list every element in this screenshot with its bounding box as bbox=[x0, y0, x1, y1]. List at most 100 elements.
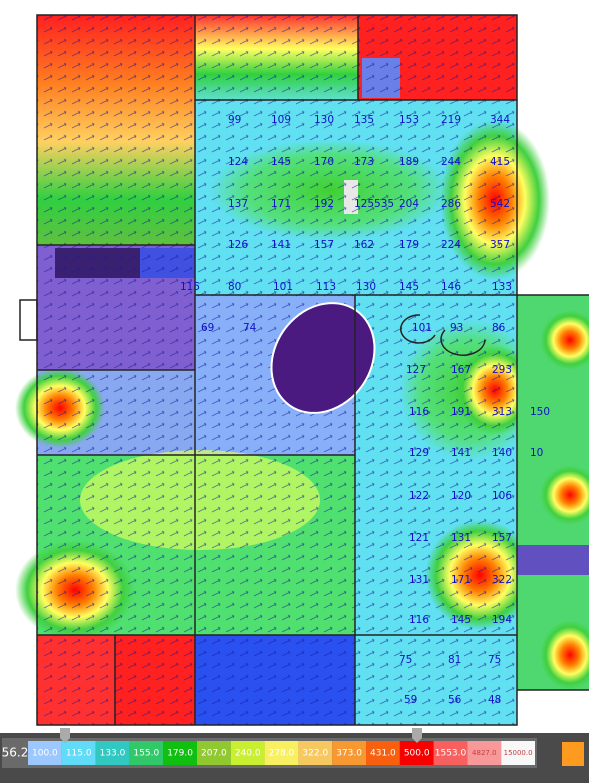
legend-min: 56.2 bbox=[2, 746, 29, 760]
illuminance-value: 101 bbox=[273, 281, 293, 293]
legend-cells: 100.0 115.0 133.0 155.0 179.0 207.0 240.0 278.0… bbox=[28, 741, 535, 765]
legend-label: 207.0 bbox=[201, 749, 227, 759]
illuminance-value: 191 bbox=[451, 406, 471, 418]
illuminance-value: 344 bbox=[490, 114, 510, 126]
illuminance-value: 171 bbox=[451, 574, 471, 586]
legend-cell bbox=[501, 741, 535, 765]
legend-cell bbox=[197, 741, 231, 765]
annex-room bbox=[517, 545, 589, 575]
slider[interactable] bbox=[412, 728, 422, 743]
legend-cell bbox=[298, 741, 333, 765]
illuminance-value: 170 bbox=[314, 156, 334, 168]
illuminance-value: 179 bbox=[399, 239, 419, 251]
illuminance-value: 189 bbox=[399, 156, 419, 168]
illuminance-value: 542 bbox=[490, 198, 510, 210]
illuminance-value: 115 bbox=[180, 281, 200, 293]
illuminance-value: 157 bbox=[314, 239, 334, 251]
illuminance-value: 116 bbox=[409, 406, 429, 418]
illuminance-value: 137 bbox=[228, 198, 248, 210]
illuminance-value: 74 bbox=[243, 322, 257, 334]
legend-label: 373.0 bbox=[336, 749, 362, 759]
illuminance-value: 80 bbox=[228, 281, 241, 293]
legend-cell bbox=[61, 741, 96, 765]
legend-label: 115.0 bbox=[66, 749, 92, 759]
illuminance-value: 129 bbox=[409, 447, 429, 459]
illuminance-value: 113 bbox=[316, 281, 336, 293]
illuminance-value: 140 bbox=[492, 447, 512, 459]
illuminance-value: 146 bbox=[441, 281, 461, 293]
illuminance-value: 145 bbox=[271, 156, 291, 168]
legend-label: 4827.0 bbox=[472, 749, 497, 757]
legend-bar: 56.2 100.0 115.0 133.0 155.0 179.0 207.0 240.0… bbox=[0, 728, 589, 783]
illuminance-value: 130 bbox=[314, 114, 334, 126]
illuminance-value: 313 bbox=[492, 406, 512, 418]
illuminance-value: 124 bbox=[228, 156, 248, 168]
color-button[interactable] bbox=[562, 742, 584, 766]
illuminance-value: 130 bbox=[356, 281, 376, 293]
legend-cell bbox=[366, 741, 400, 765]
illuminance-value: 145 bbox=[451, 614, 471, 626]
illuminance-value: 286 bbox=[441, 198, 461, 210]
illuminance-value: 162 bbox=[354, 239, 374, 251]
walls bbox=[19, 14, 589, 726]
legend-cell bbox=[163, 741, 197, 765]
illuminance-value: 204 bbox=[399, 198, 419, 210]
illuminance-value: 167 bbox=[451, 364, 471, 376]
legend-label: 278.0 bbox=[269, 749, 295, 759]
illuminance-value: 194 bbox=[492, 614, 512, 626]
atrium bbox=[270, 302, 376, 414]
illuminance-value: 59 bbox=[404, 694, 417, 706]
legend-cell bbox=[129, 741, 164, 765]
illuminance-value: 153 bbox=[399, 114, 419, 126]
curves bbox=[400, 314, 486, 356]
illuminance-value: 93 bbox=[450, 322, 463, 334]
illuminance-value: 171 bbox=[271, 198, 291, 210]
illuminance-value: 322 bbox=[492, 574, 512, 586]
hot-area bbox=[540, 310, 589, 370]
illuminance-value: 48 bbox=[488, 694, 501, 706]
illuminance-value: 69 bbox=[201, 322, 214, 334]
illuminance-value: 10 bbox=[530, 447, 543, 459]
illuminance-value: 141 bbox=[271, 239, 291, 251]
illuminance-value: 135 bbox=[354, 114, 374, 126]
illuminance-value: 75 bbox=[488, 654, 501, 666]
illuminance-value: 192 bbox=[314, 198, 334, 210]
illuminance-value: 120 bbox=[451, 490, 471, 502]
slider[interactable] bbox=[60, 728, 70, 743]
illuminance-value: 75 bbox=[399, 654, 412, 666]
illuminance-value: 145 bbox=[399, 281, 419, 293]
illuminance-value: 141 bbox=[451, 447, 471, 459]
illuminance-value: 116 bbox=[409, 614, 429, 626]
legend-label: 322.0 bbox=[302, 749, 328, 759]
illuminance-labels: 99 109 130 135 153 219 344 124 145 170 173 189 244 41… bbox=[180, 114, 550, 706]
legend-label: 155.0 bbox=[133, 749, 159, 759]
illuminance-value: 109 bbox=[271, 114, 291, 126]
legend-label: 500.0 bbox=[404, 749, 430, 759]
legend-cell bbox=[332, 741, 366, 765]
legend-cell bbox=[28, 741, 62, 765]
floor-plan bbox=[15, 14, 589, 726]
legend-label: 15000.0 bbox=[504, 749, 533, 757]
illuminance-value: 224 bbox=[441, 239, 461, 251]
illuminance-value: 127 bbox=[406, 364, 426, 376]
illuminance-value: 86 bbox=[492, 322, 506, 334]
illuminance-value: 81 bbox=[448, 654, 461, 666]
illuminance-value: 219 bbox=[441, 114, 461, 126]
hot-area bbox=[540, 620, 589, 690]
legend-label: 431.0 bbox=[370, 749, 396, 759]
legend-cell bbox=[95, 741, 130, 765]
illuminance-value: 131 bbox=[451, 532, 471, 544]
legend-cell bbox=[433, 741, 468, 765]
illuminance-value: 293 bbox=[492, 364, 512, 376]
legend-label: 100.0 bbox=[32, 749, 58, 759]
legend-label: 179.0 bbox=[167, 749, 193, 759]
illuminance-value: 99 bbox=[228, 114, 241, 126]
legend-cell bbox=[264, 741, 299, 765]
illuminance-value: 121 bbox=[409, 532, 429, 544]
illuminance-value: 150 bbox=[530, 406, 550, 418]
illuminance-value: 173 bbox=[354, 156, 374, 168]
legend-label: 1553.0 bbox=[435, 749, 467, 759]
illuminance-value: 56 bbox=[448, 694, 462, 706]
legend-cell bbox=[399, 741, 434, 765]
